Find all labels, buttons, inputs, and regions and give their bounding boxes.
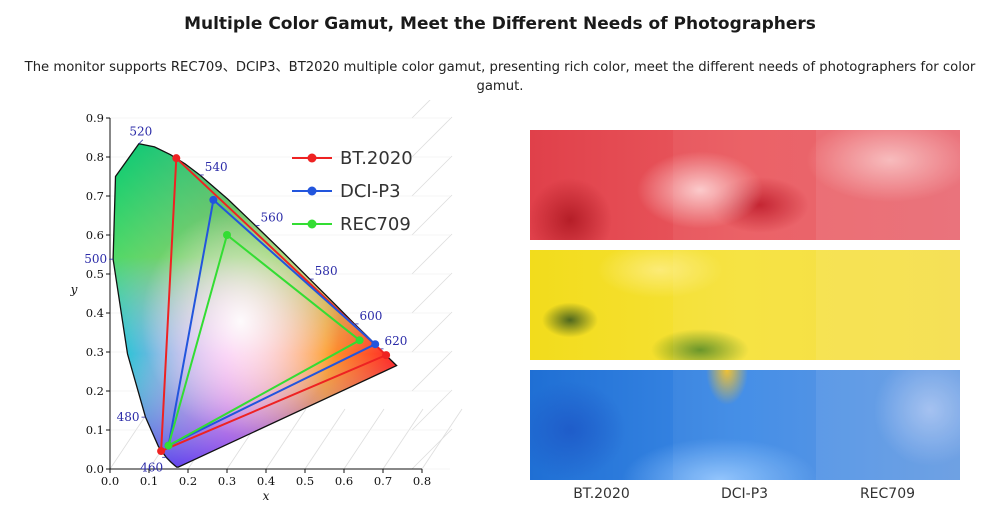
x-tick-label: 0.2 [179, 474, 197, 488]
x-tick-label: 0.7 [374, 474, 392, 488]
x-tick-label: 0.8 [413, 474, 431, 488]
grid-line [411, 194, 453, 236]
wavelength-label: 620 [384, 334, 407, 348]
gamut-triangle [167, 197, 377, 448]
x-tick-label: 0.4 [257, 474, 275, 488]
grid-line [343, 408, 385, 470]
gamut-triangle [160, 155, 388, 453]
wavelength-tick [138, 139, 144, 145]
y-tick-label: 0.4 [86, 306, 104, 320]
x-tick-label: 0.0 [101, 474, 119, 488]
grid-line [411, 311, 453, 353]
wavelength-label: 600 [360, 309, 383, 323]
y-axis-label: y [70, 283, 78, 297]
x-axis-label: x [263, 489, 270, 503]
cie-diagram-svg: 0.0 0.1 0.2 0.3 0.4 0.5 0.6 0.7 0.8 0.0 0.1 0.2 0.3 0… [70, 100, 463, 503]
grid-line [411, 100, 431, 119]
x-tick-label: 0.3 [218, 474, 236, 488]
gamut-triangles [157, 154, 391, 456]
legend-marker [307, 153, 317, 163]
gamut-vertex [223, 231, 231, 239]
grid-line [411, 233, 453, 275]
x-tick-label: 0.1 [140, 474, 158, 488]
legend-label: BT.2020 [340, 148, 413, 169]
chart-axes: 0.0 0.1 0.2 0.3 0.4 0.5 0.6 0.7 0.8 0.0 0.1 0.2 0.3 0… [70, 111, 432, 503]
y-tick-label: 0.6 [86, 228, 104, 242]
locus-outline [112, 142, 398, 468]
legend: BT.2020 DCI-P3 REC709 [292, 148, 413, 235]
y-tick-label: 0.7 [86, 189, 104, 203]
wavelength-label: 580 [315, 264, 338, 278]
page-title: Multiple Color Gamut, Meet the Different… [184, 14, 816, 34]
y-tick-label: 0.5 [86, 267, 104, 281]
y-tick-label: 0.9 [86, 111, 104, 125]
page-subtitle: The monitor supports REC709、DCIP3、BT2020… [24, 60, 976, 94]
grid-line [411, 389, 453, 431]
gamut-vertex [164, 441, 173, 450]
grid-line [411, 350, 453, 392]
cie-chromaticity-diagram: 0.0 0.1 0.2 0.3 0.4 0.5 0.6 0.7 0.8 0.0 0.1 0.2 0.3 0… [60, 100, 520, 510]
photo-segment-dcip3 [673, 130, 816, 240]
y-tick-label: 0.2 [86, 384, 104, 398]
y-tick-label: 0.3 [86, 345, 104, 359]
gamut-vertex [172, 154, 181, 163]
grid-line [304, 408, 346, 470]
grid-line [109, 408, 151, 470]
grid-line [411, 116, 453, 158]
photo-segment-rec709 [816, 130, 960, 240]
x-tick-label: 0.5 [296, 474, 314, 488]
grid-line [382, 408, 424, 470]
caption-dcip3: DCI-P3 [720, 486, 769, 502]
grid-line [411, 428, 453, 470]
legend-label: REC709 [340, 214, 411, 235]
wavelength-label: 560 [260, 211, 283, 225]
gamut-vertex [209, 195, 218, 204]
y-tick-label: 0.8 [86, 150, 104, 164]
caption-rec709: REC709 [859, 486, 916, 502]
grid-line [411, 155, 453, 197]
photo-segment-rec709 [816, 250, 960, 360]
legend-marker [307, 219, 317, 229]
wavelength-label: 540 [205, 160, 228, 174]
grid-line [411, 272, 453, 314]
gamut-triangle [166, 233, 362, 448]
y-tick-label: 0.0 [86, 462, 104, 476]
photo-segment-dcip3 [673, 250, 816, 360]
wavelength-label: 500 [84, 252, 107, 266]
x-tick-label: 0.6 [335, 474, 353, 488]
caption-bt2020: BT.2020 [573, 486, 630, 502]
grid-line [265, 408, 307, 470]
gamut-vertex [157, 447, 166, 456]
photo-segment-rec709 [816, 370, 960, 480]
photo-comparison [530, 130, 960, 490]
wavelength-label: 480 [117, 410, 140, 424]
y-tick-label: 0.1 [86, 423, 104, 437]
photo-red-rose [530, 130, 960, 240]
legend-marker [307, 186, 317, 196]
photo-blue-flower [530, 370, 960, 480]
legend-label: DCI-P3 [340, 181, 401, 202]
photo-yellow-flower [530, 250, 960, 360]
wavelength-label: 520 [129, 125, 152, 139]
photo-captions: BT.2020 DCI-P3 REC709 [530, 486, 960, 506]
gamut-vertex [355, 336, 364, 345]
gamut-vertex [382, 351, 391, 360]
photo-segment-dcip3 [673, 370, 816, 480]
wavelength-label: 460 [140, 460, 163, 474]
gamut-vertex [371, 340, 380, 349]
